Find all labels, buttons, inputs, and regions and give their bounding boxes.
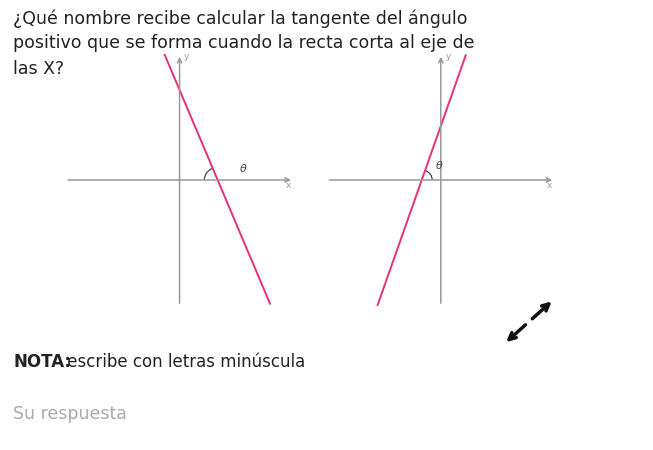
Text: Su respuesta: Su respuesta xyxy=(13,405,127,423)
Text: NOTA:: NOTA: xyxy=(13,353,71,371)
Text: x: x xyxy=(285,181,291,190)
Text: $\theta$: $\theta$ xyxy=(238,162,247,174)
Text: ¿Qué nombre recibe calcular la tangente del ángulo
positivo que se forma cuando : ¿Qué nombre recibe calcular la tangente … xyxy=(13,9,475,77)
Text: y: y xyxy=(184,52,189,61)
Text: x: x xyxy=(547,181,552,190)
Text: y: y xyxy=(445,52,451,61)
Text: escribe con letras minúscula: escribe con letras minúscula xyxy=(62,353,306,371)
Text: $\theta$: $\theta$ xyxy=(435,159,443,171)
